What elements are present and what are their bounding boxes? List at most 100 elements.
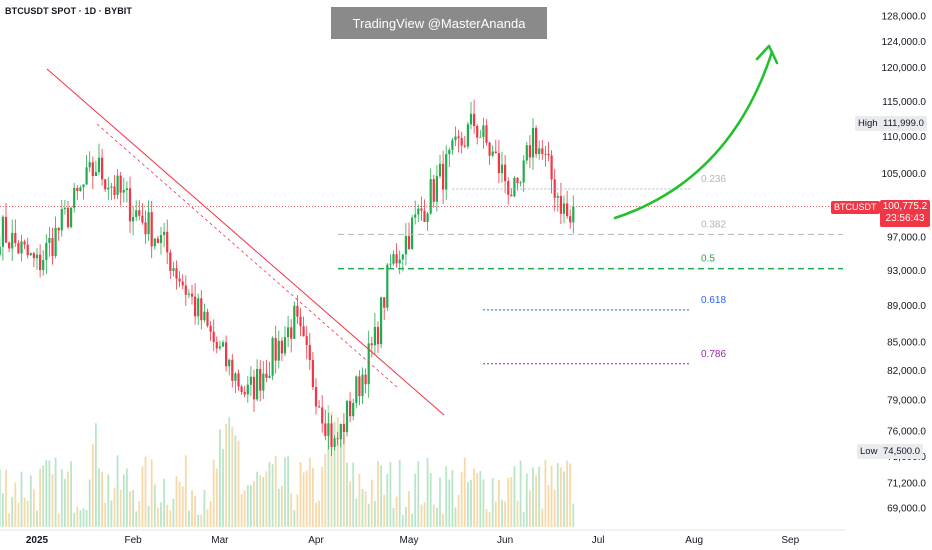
- candle-body: [311, 359, 314, 388]
- volume-bar: [541, 508, 544, 527]
- candle-body: [345, 401, 349, 433]
- candle-body: [553, 179, 556, 198]
- volume-bar: [327, 405, 330, 527]
- volume-bar: [352, 462, 355, 527]
- volume-bar: [563, 471, 565, 527]
- candle-body: [110, 186, 113, 188]
- candle-body: [550, 155, 553, 180]
- candle-body: [187, 293, 190, 295]
- candle-body: [240, 386, 243, 392]
- volume-bar: [479, 470, 482, 527]
- volume-bar: [1, 493, 4, 527]
- candle-body: [265, 373, 268, 378]
- volume-bar: [476, 472, 479, 527]
- candle-body: [562, 203, 566, 214]
- volume-bar: [401, 514, 404, 527]
- candle-body: [330, 423, 333, 447]
- y-tick-label: 120,000.0: [882, 63, 927, 74]
- candle-body: [485, 125, 488, 143]
- volume-bar: [212, 459, 215, 527]
- volume-bar: [432, 504, 435, 527]
- volume-bar: [339, 427, 342, 527]
- volume-bar: [346, 462, 348, 527]
- volume-bar: [408, 491, 410, 527]
- parallel-trendline: [96, 123, 399, 389]
- candle-body: [35, 254, 39, 259]
- volume-bar: [556, 463, 559, 527]
- candle-body: [569, 216, 572, 223]
- candle-body: [200, 298, 203, 321]
- candle-body: [479, 136, 482, 138]
- candle-body: [336, 438, 339, 440]
- candle-body: [339, 424, 342, 440]
- candle-body: [197, 298, 200, 317]
- y-tick-label: 69,000.0: [887, 504, 926, 515]
- candle-body: [113, 186, 116, 195]
- volume-bar: [287, 456, 289, 527]
- volume-bar: [23, 497, 26, 527]
- candle-body: [544, 153, 547, 155]
- candle-body: [23, 241, 26, 245]
- candle-body: [256, 368, 259, 400]
- candle-body: [277, 340, 280, 361]
- candle-body: [296, 305, 299, 317]
- countdown-timer: 23:56:43: [885, 213, 925, 224]
- candle-body: [246, 384, 249, 395]
- candle-body: [237, 373, 240, 387]
- volume-bar: [349, 481, 351, 527]
- volume-bar: [293, 510, 296, 527]
- volume-bar: [243, 490, 246, 527]
- candle-body: [535, 127, 538, 154]
- candle-body: [383, 297, 386, 308]
- candle-body: [88, 162, 91, 168]
- volume-bar: [513, 466, 516, 527]
- candle-body: [473, 113, 476, 126]
- bullish-arrow: [613, 50, 774, 220]
- volume-bar: [82, 508, 85, 527]
- candles: [0, 99, 575, 456]
- volume-bar: [454, 507, 457, 527]
- volume-bar: [147, 505, 150, 527]
- volume-bar: [324, 453, 327, 527]
- candle-body: [538, 148, 541, 154]
- volume-bar: [482, 479, 485, 527]
- candle-body: [342, 424, 345, 433]
- y-tick-label: 71,200.0: [887, 479, 926, 490]
- fib-label: 0.236: [701, 174, 726, 185]
- volume-bar: [284, 457, 286, 527]
- candle-body: [469, 113, 473, 125]
- volume-bar: [20, 471, 23, 527]
- candle-body: [150, 212, 153, 247]
- volume-bar: [451, 469, 454, 527]
- candle-body: [414, 214, 417, 218]
- volume-bar: [389, 462, 392, 527]
- volume-bar: [442, 514, 444, 527]
- volume-bar: [184, 455, 187, 527]
- symbol-title[interactable]: BTCUSDT SPOT · 1D · BYBIT: [5, 6, 133, 16]
- candle-body: [488, 142, 491, 156]
- volume-bar: [467, 482, 469, 527]
- candle-body: [91, 162, 94, 177]
- volume-bar: [426, 458, 429, 527]
- bullish-arrow-head: [755, 44, 779, 65]
- volume-bar: [39, 468, 41, 527]
- candle-body: [352, 403, 355, 417]
- candle-body: [190, 293, 194, 297]
- volume-bar: [64, 478, 66, 527]
- fib-label: 0.5: [701, 254, 715, 265]
- candle-body: [392, 254, 395, 264]
- y-tick-label: 79,000.0: [887, 396, 926, 407]
- candle-body: [407, 236, 411, 249]
- volume-bar: [525, 473, 528, 527]
- volume-bar: [215, 468, 218, 527]
- volume-bar: [116, 455, 119, 527]
- volume-bar: [17, 502, 20, 527]
- volume-bar: [48, 460, 51, 527]
- volume-bar: [54, 457, 57, 527]
- candle-body: [547, 153, 550, 156]
- volume-bar: [157, 507, 159, 527]
- volume-bar: [222, 448, 224, 527]
- candle-body: [519, 182, 522, 184]
- candle-body: [156, 238, 159, 243]
